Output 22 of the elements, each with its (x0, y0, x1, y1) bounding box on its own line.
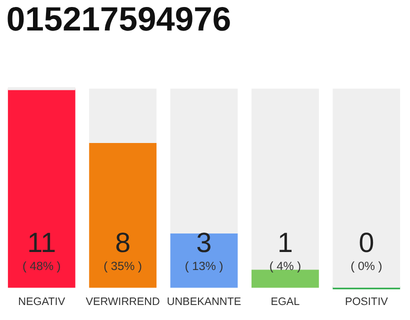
x-tick-label: NEGATIV (18, 296, 66, 308)
chart-title: 015217594976 (6, 2, 232, 39)
annotation: ( 48% ) (22, 258, 61, 273)
bar (170, 88, 238, 234)
bar (89, 88, 157, 143)
annotation: ( 4% ) (269, 258, 302, 273)
annotation: ( 0% ) (350, 258, 382, 273)
data-label: 8 (115, 227, 131, 258)
x-tick-label: EGAL (270, 296, 300, 308)
x-tick-label: POSITIV (344, 296, 389, 308)
data-label: 11 (27, 227, 56, 258)
bar (170, 233, 238, 288)
bar (89, 142, 157, 288)
data-label: 0 (358, 227, 374, 258)
bar (8, 88, 76, 288)
x-tick-label: UNBEKANNTE (166, 296, 242, 308)
annotation: ( 13% ) (184, 258, 224, 273)
bar (332, 88, 400, 288)
data-label: 3 (196, 227, 212, 258)
x-tick-label: VERWIRREND (86, 296, 160, 308)
data-label: 1 (277, 227, 293, 258)
annotation: ( 35% ) (104, 258, 142, 273)
